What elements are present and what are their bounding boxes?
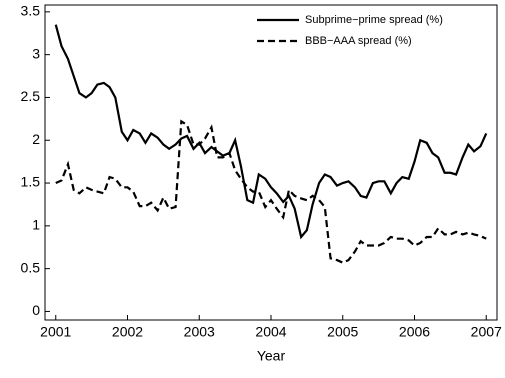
y-tick-label: 3 [32, 45, 40, 61]
x-tick-label: 2005 [327, 324, 358, 340]
y-tick-label: 1 [32, 217, 40, 233]
x-tick-label: 2007 [471, 324, 502, 340]
y-tick-label: 1.5 [21, 174, 41, 190]
legend-label: BBB−AAA spread (%) [305, 35, 412, 47]
y-tick-label: 0.5 [21, 259, 41, 275]
y-tick-label: 2 [32, 131, 40, 147]
x-tick-label: 2002 [112, 324, 143, 340]
x-tick-label: 2003 [184, 324, 215, 340]
series-line [54, 24, 488, 240]
plot-frame [44, 4, 498, 321]
x-tick-label: 2006 [399, 324, 430, 340]
legend-label: Subprime−prime spread (%) [305, 14, 443, 26]
x-tick-label: 2004 [255, 324, 286, 340]
series-line [55, 119, 487, 264]
y-tick-label: 0 [32, 302, 40, 318]
y-tick-label: 2.5 [21, 88, 41, 104]
x-axis-label: Year [257, 348, 286, 364]
y-tick-label: 3.5 [21, 3, 41, 19]
x-tick-label: 2001 [40, 324, 71, 340]
